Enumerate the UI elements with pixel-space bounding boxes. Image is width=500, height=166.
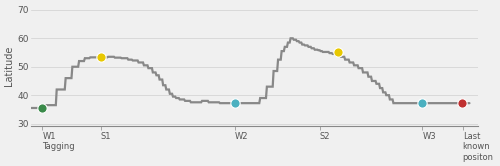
Point	[418, 102, 426, 104]
Point	[96, 56, 104, 59]
Point	[38, 107, 46, 109]
Point	[458, 102, 466, 104]
Y-axis label: Latitude: Latitude	[4, 45, 14, 85]
Point	[230, 102, 238, 104]
Point	[334, 51, 342, 53]
